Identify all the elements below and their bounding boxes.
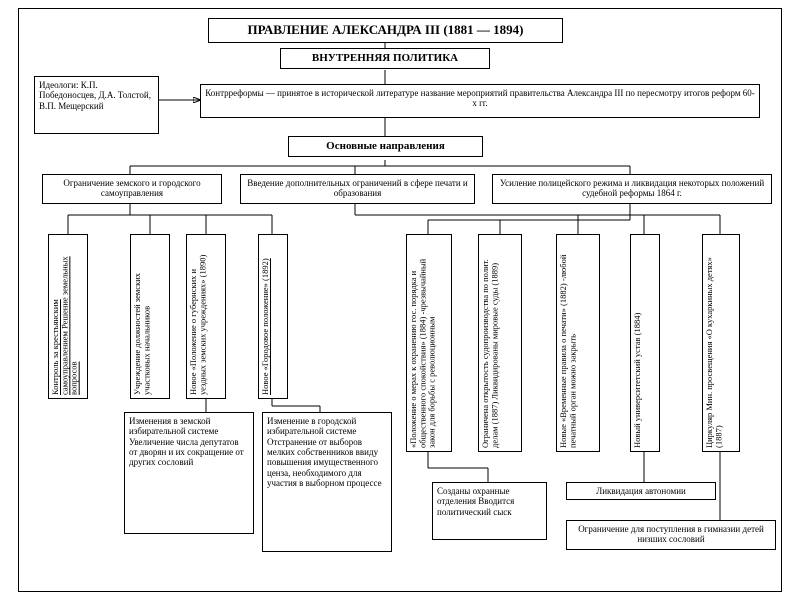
main-directions-label: Основные направления xyxy=(288,136,483,157)
leaf-v2: Учреждение должностей земских участковых… xyxy=(130,234,170,399)
leaf-v8: Новый университетский устав (1884) xyxy=(630,234,660,452)
leaf-t5: Ограничение для поступления в гимназии д… xyxy=(566,520,776,550)
leaf-v7: Новые «Временные правила о печати» (1882… xyxy=(556,234,600,452)
subtitle-box: ВНУТРЕННЯЯ ПОЛИТИКА xyxy=(280,48,490,69)
leaf-v1: Контроль за крестьянским самоуправлением… xyxy=(48,234,88,399)
direction-1: Ограничение земского и городского самоуп… xyxy=(42,174,222,204)
leaf-t3: Созданы охранные отделения Вводится поли… xyxy=(432,482,547,540)
direction-3: Усиление полицейского режима и ликвидаци… xyxy=(492,174,772,204)
leaf-t4: Ликвидация автономии xyxy=(566,482,716,500)
counterreforms-box: Контрреформы — принятое в исторической л… xyxy=(200,84,760,118)
leaf-t2: Изменение в городской избирательной сист… xyxy=(262,412,392,552)
leaf-v9: Циркуляр Мин. просвещения «О кухаркиных … xyxy=(702,234,740,452)
leaf-v6: Ограничена открытость судопроизводства п… xyxy=(478,234,522,452)
leaf-v3: Новое «Положение о губернских и уездных … xyxy=(186,234,226,399)
leaf-v4: Новое «Городовое положение» (1892) xyxy=(258,234,288,399)
title-box: ПРАВЛЕНИЕ АЛЕКСАНДРА III (1881 — 1894) xyxy=(208,18,563,43)
ideologists-box: Идеологи: К.П. Победоносцев, Д.А. Толсто… xyxy=(34,76,159,134)
leaf-t1: Изменения в земской избирательной систем… xyxy=(124,412,254,534)
direction-2: Введение дополнительных ограничений в сф… xyxy=(240,174,475,204)
leaf-v5: «Положение о мерах к охранению гос. поря… xyxy=(406,234,452,452)
